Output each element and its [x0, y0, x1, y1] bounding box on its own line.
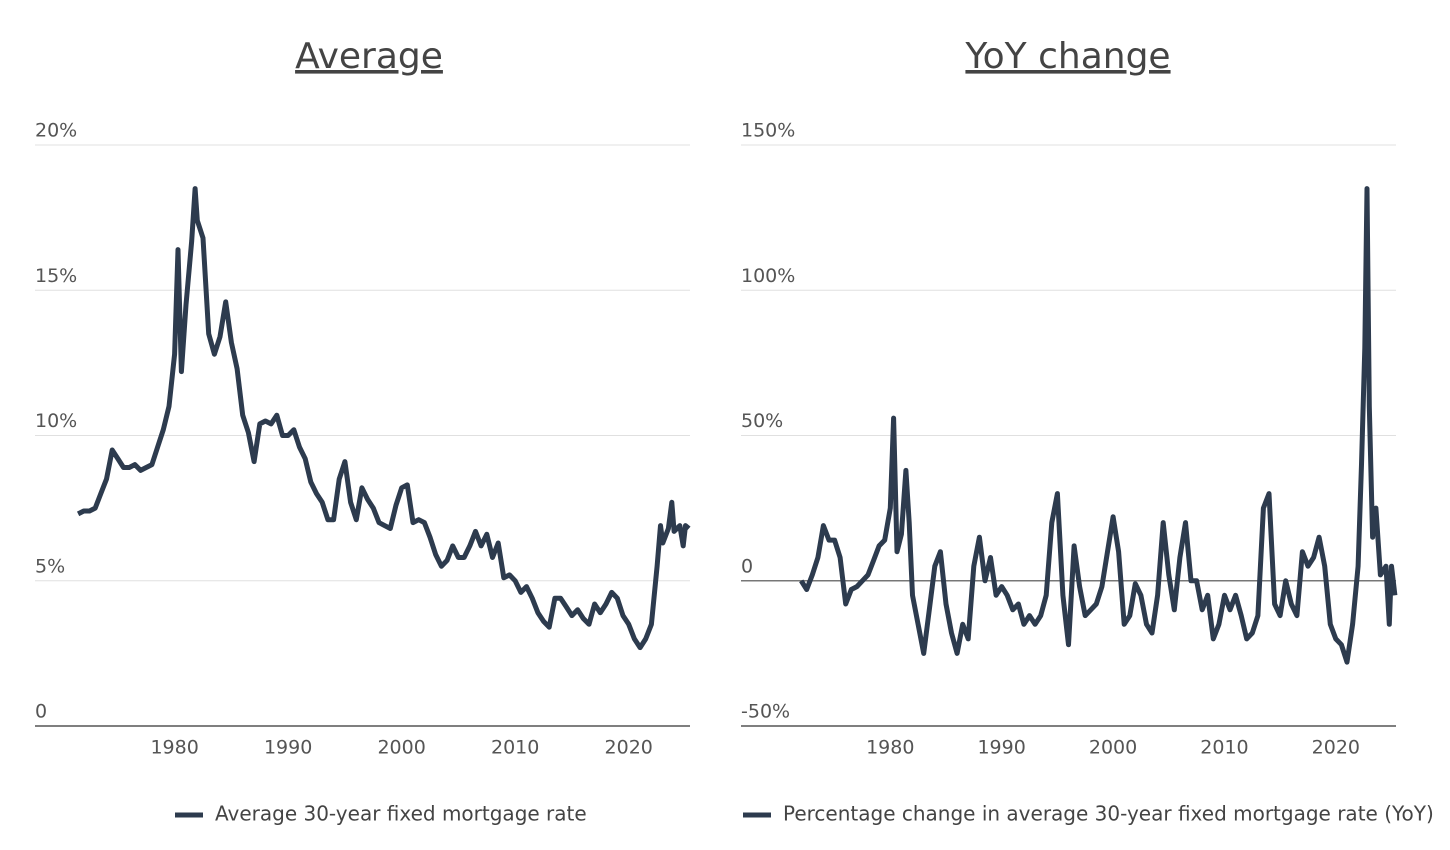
legend-label: Percentage change in average 30-year fix… — [783, 802, 1434, 826]
chart-title: YoY change — [964, 36, 1170, 77]
x-tick-label: 2000 — [1089, 737, 1137, 759]
data-line — [799, 186, 1398, 665]
x-tick-label: 2010 — [491, 737, 539, 759]
y-tick-label: 50% — [741, 410, 783, 432]
x-tick-label: 1980 — [150, 737, 198, 759]
y-tick-label: 15% — [35, 265, 77, 287]
x-tick-label: 1990 — [264, 737, 312, 759]
data-line — [76, 186, 691, 651]
chart-title: Average — [295, 36, 443, 77]
y-tick-label: 5% — [35, 555, 65, 577]
x-tick-label: 1980 — [866, 737, 914, 759]
x-tick-label: 1990 — [977, 737, 1025, 759]
y-tick-label: 20% — [35, 120, 77, 142]
x-tick-label: 2000 — [377, 737, 425, 759]
y-tick-label: 0 — [35, 701, 47, 723]
y-tick-label: 150% — [741, 120, 795, 142]
y-tick-label: 10% — [35, 410, 77, 432]
x-tick-label: 2020 — [1312, 737, 1360, 759]
x-tick-label: 2010 — [1200, 737, 1248, 759]
x-tick-label: 2020 — [605, 737, 653, 759]
y-tick-label: 0 — [741, 555, 753, 577]
legend-label: Average 30-year fixed mortgage rate — [215, 802, 587, 826]
y-tick-label: 100% — [741, 265, 795, 287]
y-tick-label: -50% — [741, 701, 790, 723]
